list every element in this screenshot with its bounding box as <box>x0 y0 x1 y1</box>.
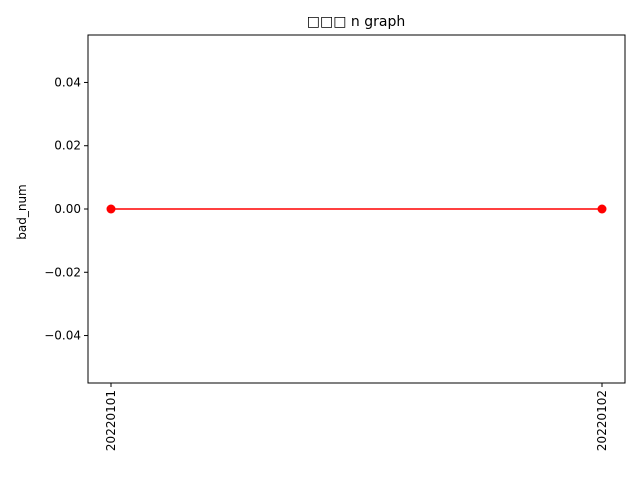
y-tick-label: 0.00 <box>54 202 81 216</box>
x-axis: 20220101 20220102 <box>104 383 609 451</box>
series-group <box>106 204 607 214</box>
y-tick-label: 0.04 <box>54 75 81 89</box>
y-axis: −0.04 −0.02 0.00 0.02 0.04 <box>44 75 88 343</box>
chart-title: □□□ n graph <box>307 14 405 30</box>
y-tick-label: −0.02 <box>44 265 81 279</box>
x-tick-label: 20220102 <box>595 390 609 451</box>
y-tick-label: 0.02 <box>54 139 81 153</box>
y-tick-label: −0.04 <box>44 329 81 343</box>
data-point <box>597 204 607 214</box>
data-point <box>106 204 116 214</box>
y-axis-label: bad_num <box>15 184 29 240</box>
x-tick-label: 20220101 <box>104 390 118 451</box>
